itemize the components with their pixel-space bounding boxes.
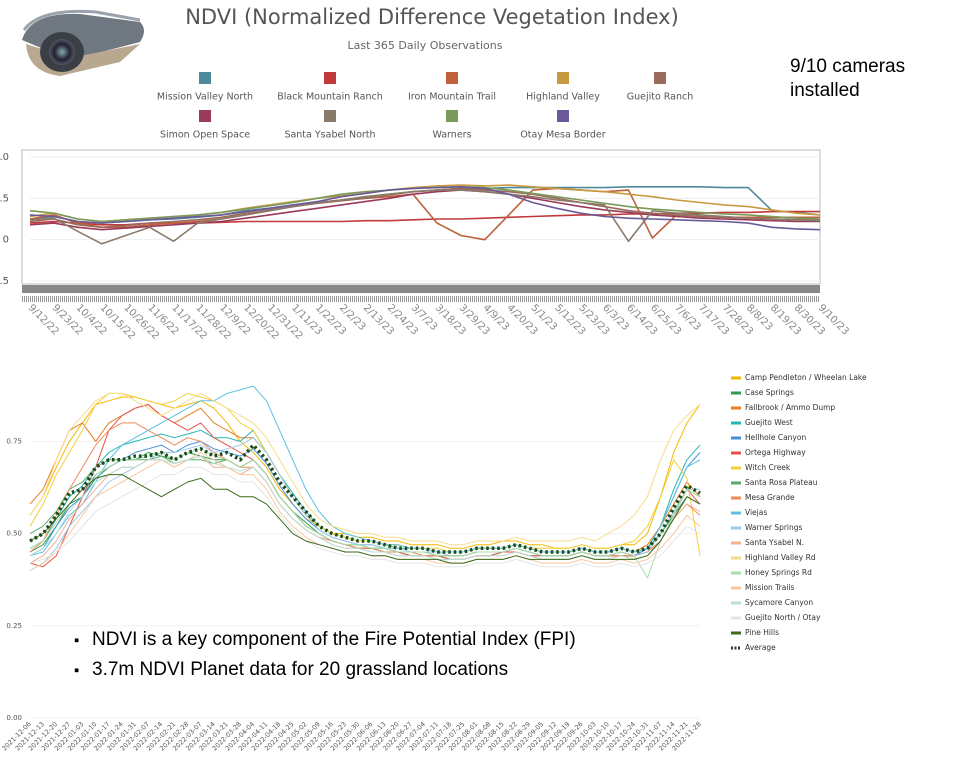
- series-line: [29, 189, 820, 231]
- chart-title: NDVI (Normalized Difference Vegetation I…: [185, 5, 679, 29]
- legend-swatch: [324, 72, 336, 84]
- legend-label: Otay Mesa Border: [520, 130, 605, 141]
- y-tick-label: 0.50: [6, 530, 22, 538]
- legend-label: Highland Valley: [526, 92, 600, 103]
- series-line: [29, 189, 821, 245]
- series-line: [29, 455, 701, 560]
- series-line: [29, 392, 701, 556]
- legend-label: Hellhole Canyon: [745, 433, 806, 442]
- legend-label: Viejas: [745, 508, 767, 517]
- legend-label: Guejito North / Otay: [745, 613, 821, 622]
- legend-label: Fallbrook / Ammo Dump: [745, 403, 835, 412]
- legend-label: Honey Springs Rd: [745, 568, 812, 577]
- y-tick-label: 1.0: [0, 152, 9, 163]
- legend-label: Mesa Grande: [745, 493, 795, 502]
- legend-label: Santa Ysabel N.: [745, 538, 804, 547]
- y-tick-label: 0.00: [6, 714, 22, 722]
- camera-icon: [22, 9, 144, 76]
- legend-label: Guejito West: [745, 418, 793, 427]
- legend-swatch: [446, 110, 458, 122]
- legend-label: Black Mountain Ranch: [277, 92, 382, 103]
- series-line: [29, 404, 701, 553]
- series-line: [29, 474, 701, 564]
- series-line: [29, 392, 701, 546]
- legend-label: Sycamore Canyon: [745, 598, 813, 607]
- legend-label: Mission Trails: [745, 583, 795, 592]
- legend-label: Iron Mountain Trail: [408, 92, 496, 103]
- legend-swatch: [199, 72, 211, 84]
- legend-swatch: [557, 72, 569, 84]
- legend-label: Simon Open Space: [160, 130, 250, 141]
- legend-label: Santa Ysabel North: [284, 130, 375, 141]
- y-tick-label: 0.75: [6, 437, 22, 445]
- legend-label: Mission Valley North: [157, 92, 253, 103]
- series-line: [29, 448, 701, 579]
- bullet: NDVI is a key component of the Fire Pote…: [92, 625, 576, 655]
- legend-swatch: [324, 110, 336, 122]
- series-line: [29, 396, 701, 549]
- legend-swatch: [446, 72, 458, 84]
- legend-swatch: [199, 110, 211, 122]
- legend-label: Case Springs: [745, 388, 794, 397]
- annotation: 9/10 cameras installed: [790, 56, 906, 101]
- series-line: [29, 404, 701, 568]
- legend-swatch: [654, 72, 666, 84]
- y-tick-label: 0.25: [6, 622, 22, 630]
- series-line: [29, 186, 821, 231]
- legend-swatch: [557, 110, 569, 122]
- series-line: [29, 187, 820, 241]
- minor-ticks: [22, 296, 820, 302]
- scrollbar: [22, 285, 820, 293]
- y-tick-label: -0.5: [0, 276, 9, 287]
- series-line: [29, 385, 701, 557]
- series-line: [29, 452, 701, 560]
- legend-label: Guejito Ranch: [627, 92, 694, 103]
- series-line: [29, 455, 701, 564]
- y-tick-label: 0: [3, 235, 9, 246]
- chart-subtitle: Last 365 Daily Observations: [348, 39, 503, 52]
- legend-label: Highland Valley Rd: [745, 553, 816, 562]
- series-line: [29, 443, 701, 554]
- bullet-list: NDVI is a key component of the Fire Pote…: [92, 625, 576, 685]
- legend-label: Warner Springs: [745, 523, 803, 532]
- legend-label: Ortega Highway: [745, 448, 806, 457]
- bullet: 3.7m NDVI Planet data for 20 grassland l…: [92, 655, 576, 685]
- legend-label: Santa Rosa Plateau: [745, 478, 818, 487]
- legend-label: Pine Hills: [745, 628, 779, 637]
- y-tick-label: 0.5: [0, 193, 9, 204]
- legend-label: Average: [745, 643, 776, 652]
- legend-label: Witch Creek: [745, 463, 791, 472]
- legend-label: Camp Pendleton / Wheelan Lake: [745, 373, 867, 382]
- legend-label: Warners: [432, 130, 471, 141]
